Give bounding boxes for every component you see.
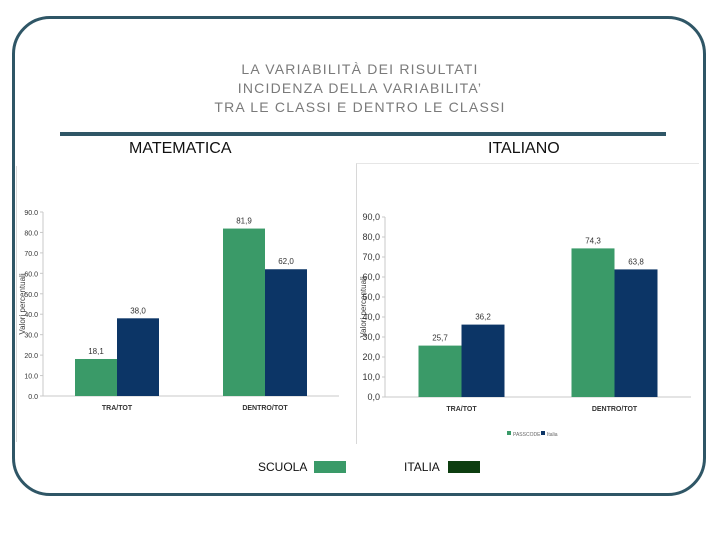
y-tick-label: 80,0 bbox=[362, 232, 380, 242]
y-tick-label: 80.0 bbox=[24, 230, 38, 237]
category-label: TRA/TOT bbox=[102, 405, 133, 412]
category-label: TRA/TOT bbox=[446, 406, 477, 413]
inner-legend-label: PASSCODE bbox=[513, 432, 541, 438]
y-tick-label: 30.0 bbox=[24, 333, 38, 340]
title-divider bbox=[60, 132, 666, 136]
data-label: 36,2 bbox=[475, 313, 491, 322]
bar-0-0 bbox=[75, 358, 117, 396]
inner-legend-swatch bbox=[541, 431, 545, 435]
subtitle-italiano: ITALIANO bbox=[488, 140, 560, 157]
chart-panel-matematica: 0.0 10.0 20.0 30.0 40.0 50.0 60.0 70.0 80.0 90.0 V… bbox=[16, 166, 347, 442]
data-label: 63,8 bbox=[628, 257, 644, 266]
data-label: 81,9 bbox=[236, 217, 252, 226]
data-label: 74,3 bbox=[585, 236, 601, 245]
legend-italia-swatch bbox=[448, 461, 480, 473]
bar-1-1 bbox=[614, 269, 658, 397]
category-label: DENTRO/TOT bbox=[242, 405, 288, 412]
y-tick-label: 50.0 bbox=[24, 292, 38, 299]
title-line-2: INCIDENZA DELLA VARIABILITA’ bbox=[237, 80, 483, 96]
y-tick-label: 0,0 bbox=[367, 392, 380, 402]
data-label: 18,1 bbox=[88, 347, 104, 356]
y-axis-title: Valori percentuali bbox=[18, 273, 27, 334]
y-tick-label: 0.0 bbox=[28, 394, 38, 401]
bar-0-1 bbox=[117, 318, 159, 396]
y-tick-label: 90,0 bbox=[362, 212, 380, 222]
title-line-1: LA VARIABILITÀ DEI RISULTATI bbox=[241, 61, 479, 77]
bar-1-0 bbox=[223, 228, 265, 396]
bar-0-1 bbox=[461, 324, 505, 397]
legend-scuola-label: SCUOLA bbox=[258, 460, 308, 474]
y-tick-label: 10.0 bbox=[24, 374, 38, 381]
subtitle-matematica: MATEMATICA bbox=[129, 140, 232, 157]
legend-italia-label: ITALIA bbox=[404, 460, 440, 474]
data-label: 62,0 bbox=[278, 257, 294, 266]
data-label: 38,0 bbox=[130, 306, 146, 315]
y-tick-label: 20.0 bbox=[24, 353, 38, 360]
inner-legend-swatch bbox=[507, 431, 511, 435]
y-tick-label: 40.0 bbox=[24, 312, 38, 319]
title-line-3: TRA LE CLASSI E DENTRO LE CLASSI bbox=[214, 99, 506, 115]
y-tick-label: 30,0 bbox=[362, 332, 380, 342]
y-tick-label: 50,0 bbox=[362, 292, 380, 302]
y-tick-label: 70,0 bbox=[362, 252, 380, 262]
bar-1-1 bbox=[265, 269, 307, 396]
category-label: DENTRO/TOT bbox=[592, 406, 638, 413]
y-tick-label: 70.0 bbox=[24, 251, 38, 258]
chart-matematica: 0.0 10.0 20.0 30.0 40.0 50.0 60.0 70.0 80.0 90.0 V… bbox=[18, 210, 339, 412]
chart-italiano: 0,0 10,0 20,0 30,0 40,0 50,0 60,0 70,0 80,0 90,0 V… bbox=[359, 212, 691, 438]
y-tick-label: 10,0 bbox=[362, 372, 380, 382]
y-tick-label: 90.0 bbox=[24, 210, 38, 217]
inner-legend-label: Italia bbox=[547, 432, 558, 438]
y-tick-label: 20,0 bbox=[362, 352, 380, 362]
slide-frame bbox=[12, 16, 706, 496]
legend-scuola-swatch bbox=[314, 461, 346, 473]
bar-0-0 bbox=[418, 345, 462, 397]
y-axis-title: Valori percentuali bbox=[359, 276, 368, 337]
y-tick-label: 60.0 bbox=[24, 271, 38, 278]
bar-1-0 bbox=[571, 248, 615, 397]
slide-title: LA VARIABILITÀ DEI RISULTATI INCIDENZA D… bbox=[0, 60, 720, 117]
chart-panel-italiano: 0,0 10,0 20,0 30,0 40,0 50,0 60,0 70,0 80,0 90,0 V… bbox=[356, 163, 699, 444]
y-tick-label: 40,0 bbox=[362, 312, 380, 322]
data-label: 25,7 bbox=[432, 334, 448, 343]
y-tick-label: 60,0 bbox=[362, 272, 380, 282]
